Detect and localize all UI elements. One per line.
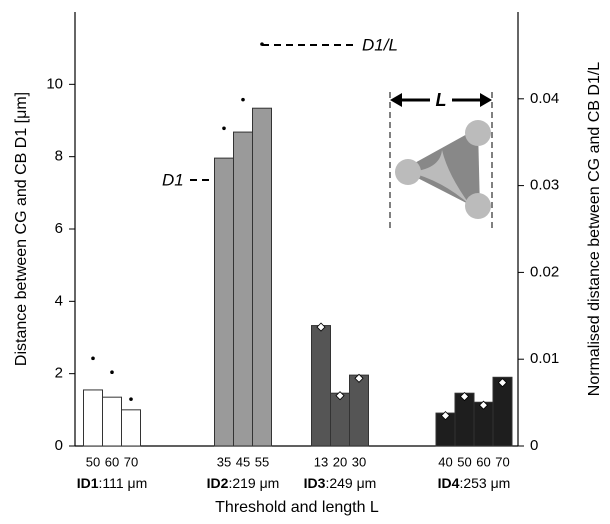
x-tick-label: 55 <box>255 454 269 469</box>
ratio-marker <box>110 370 114 375</box>
annotation: L <box>436 90 447 110</box>
x-tick-label: 20 <box>333 454 347 469</box>
x-tick-label: 45 <box>236 454 250 469</box>
ratio-marker <box>316 322 326 332</box>
group-label: ID2:219 μm <box>207 475 280 491</box>
annotation: D1 <box>162 170 184 189</box>
bar <box>233 131 253 447</box>
x-tick-label: 50 <box>86 454 100 469</box>
x-tick-label: 70 <box>495 454 509 469</box>
ratio-marker <box>335 391 345 401</box>
group-label: ID4:253 μm <box>438 475 511 491</box>
y2-tick-label: 0.02 <box>530 263 559 280</box>
group-name: ID4 <box>438 475 460 491</box>
x-tick-label: 30 <box>352 454 366 469</box>
y-tick-label: 8 <box>55 148 63 165</box>
y-tick-label: 4 <box>55 292 63 309</box>
x-tick-label: 13 <box>314 454 328 469</box>
inset-diagram <box>389 92 493 232</box>
x-tick-label: 35 <box>217 454 231 469</box>
group-label: ID1:111 μm <box>77 475 148 491</box>
annotation: D1/L <box>362 35 398 54</box>
group-name: ID1 <box>77 475 99 491</box>
group-name: ID2 <box>207 475 229 491</box>
ratio-marker <box>459 391 470 402</box>
bar <box>214 157 234 447</box>
group-length: :249 μm <box>325 475 376 491</box>
y2-tick-label: 0.01 <box>530 350 559 367</box>
y-tick-label: 0 <box>55 437 63 454</box>
y-tick-label: 10 <box>46 75 63 92</box>
bar <box>492 376 513 447</box>
y-axis-label: Distance between CG and CB D1 [μm] <box>13 92 30 366</box>
x-tick-label: 60 <box>105 454 119 469</box>
group-length: :253 μm <box>459 475 510 491</box>
bar <box>252 107 272 447</box>
ratio-marker <box>497 378 508 388</box>
ratio-marker <box>478 400 489 410</box>
y2-tick-label: 0 <box>530 437 538 454</box>
bar <box>330 392 350 447</box>
group-length: :219 μm <box>228 475 279 491</box>
x-axis-label: Threshold and length L <box>215 499 379 516</box>
y2-axis-label: Normalised distance between CG and CB D1… <box>586 62 603 396</box>
x-tick-label: 40 <box>438 454 452 469</box>
y2-tick-label: 0.04 <box>530 90 559 107</box>
bar <box>121 409 141 447</box>
bar <box>311 325 331 447</box>
y-tick-label: 2 <box>55 365 63 382</box>
y2-tick-label: 0.03 <box>530 177 559 194</box>
bar <box>454 392 475 447</box>
group-name: ID3 <box>304 475 326 491</box>
x-tick-label: 50 <box>457 454 471 469</box>
ratio-marker <box>241 97 245 102</box>
ratio-marker <box>129 397 133 401</box>
y-tick-label: 6 <box>55 220 63 237</box>
ratio-marker <box>91 356 95 361</box>
ratio-marker <box>222 126 226 131</box>
ratio-marker <box>440 411 451 421</box>
group-label: ID3:249 μm <box>304 475 377 491</box>
bar <box>83 389 103 447</box>
x-tick-label: 70 <box>124 454 138 469</box>
bar <box>349 374 369 447</box>
ratio-marker <box>354 373 364 383</box>
bar <box>102 396 122 447</box>
ratio-marker <box>260 42 264 46</box>
x-tick-label: 60 <box>476 454 490 469</box>
group-length: :111 μm <box>99 475 148 491</box>
